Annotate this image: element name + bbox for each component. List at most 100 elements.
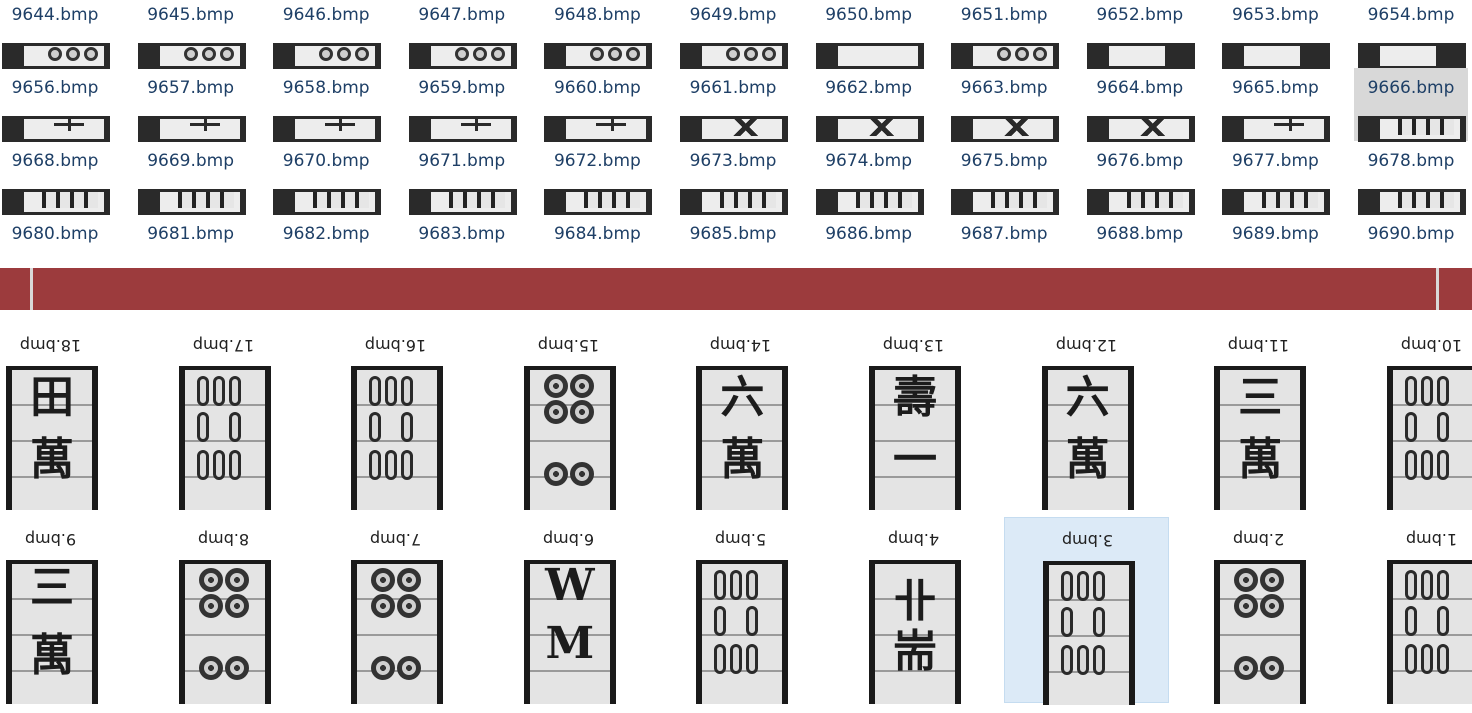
- file-thumbnail[interactable]: 9644.bmp: [0, 0, 112, 69]
- tile-thumbnail[interactable]: 18.bmp 田萬: [0, 310, 133, 510]
- thumbnail-image: [680, 116, 788, 142]
- mahjong-tile-image: [178, 366, 271, 510]
- tile-thumbnail[interactable]: 3.bmp: [1003, 517, 1169, 705]
- file-thumbnail[interactable]: 9675.bmp: [947, 141, 1061, 215]
- file-name-label: 9663.bmp: [960, 78, 1048, 98]
- file-thumbnail[interactable]: 9668.bmp: [0, 141, 112, 215]
- file-thumbnail[interactable]: 9664.bmp: [1083, 68, 1197, 142]
- file-thumbnail[interactable]: 9648.bmp: [540, 0, 654, 69]
- tile-file-name-label: 18.bmp: [19, 336, 82, 355]
- tile-thumbnail[interactable]: 13.bmp 壽一: [831, 310, 996, 510]
- file-name-label: 9676.bmp: [1096, 151, 1184, 171]
- file-thumbnail[interactable]: 9658.bmp: [269, 68, 383, 142]
- file-thumbnail[interactable]: 9678.bmp: [1354, 141, 1468, 215]
- mahjong-tile-image: [351, 366, 444, 510]
- tile-thumbnail[interactable]: 15.bmp: [486, 310, 651, 510]
- horizontal-scrollbar[interactable]: [0, 268, 1472, 310]
- file-thumbnail[interactable]: 9652.bmp: [1083, 0, 1197, 69]
- file-thumbnail[interactable]: 9673.bmp: [676, 141, 790, 215]
- thumbnail-image: [680, 189, 788, 215]
- file-name-label: 9656.bmp: [11, 78, 99, 98]
- file-name-label: 9657.bmp: [147, 78, 234, 98]
- file-name-label: 9684.bmp: [553, 224, 641, 244]
- top-thumbnail-grid: 9644.bmp 9645.bmp 9646.bmp 9647.bmp 9648.bmp…: [0, 0, 1472, 268]
- file-thumbnail[interactable]: 9650.bmp: [812, 0, 926, 69]
- file-name-label: 9686.bmp: [825, 224, 912, 244]
- file-thumbnail[interactable]: 9680.bmp: [0, 214, 112, 268]
- file-thumbnail[interactable]: 9654.bmp: [1354, 0, 1468, 69]
- thumbnail-image: [815, 189, 924, 215]
- file-thumbnail[interactable]: 9671.bmp: [405, 141, 519, 215]
- file-thumbnail[interactable]: 9684.bmp: [540, 214, 654, 268]
- tile-image-grid: 18.bmp 田萬 17.bmp 16.bmp 15.bmp 14.bmp 六萬 13.bmp…: [0, 310, 1472, 713]
- file-thumbnail[interactable]: 9663.bmp: [947, 68, 1061, 142]
- file-thumbnail[interactable]: 9687.bmp: [947, 214, 1061, 268]
- file-thumbnail[interactable]: 9666.bmp: [1354, 68, 1468, 142]
- tile-thumbnail[interactable]: 11.bmp 三萬: [1176, 310, 1341, 510]
- file-thumbnail[interactable]: 9686.bmp: [812, 214, 926, 268]
- thumbnail-image: [137, 189, 246, 215]
- thumbnail-image: [1222, 116, 1331, 142]
- file-thumbnail[interactable]: 9651.bmp: [947, 0, 1061, 69]
- tile-thumbnail[interactable]: 9.bmp 三萬: [0, 504, 133, 704]
- file-thumbnail[interactable]: 9670.bmp: [269, 141, 383, 215]
- tile-thumbnail[interactable]: 10.bmp: [1349, 310, 1472, 510]
- thumbnail-image: [137, 116, 246, 142]
- file-thumbnail[interactable]: 9672.bmp: [540, 141, 654, 215]
- tile-file-name-label: 16.bmp: [365, 336, 427, 355]
- file-thumbnail[interactable]: 9665.bmp: [1218, 68, 1332, 142]
- file-name-label: 9674.bmp: [825, 151, 912, 171]
- thumbnail-image: [1222, 43, 1331, 69]
- file-thumbnail[interactable]: 9685.bmp: [676, 214, 790, 268]
- tile-thumbnail[interactable]: 12.bmp 六萬: [1004, 310, 1169, 510]
- file-thumbnail[interactable]: 9646.bmp: [269, 0, 383, 69]
- file-name-label: 9678.bmp: [1367, 151, 1455, 171]
- thumbnail-image: [273, 43, 382, 69]
- file-name-label: 9651.bmp: [960, 5, 1048, 25]
- file-thumbnail[interactable]: 9669.bmp: [134, 141, 248, 215]
- tile-file-name-label: 12.bmp: [1055, 336, 1117, 355]
- file-thumbnail[interactable]: 9682.bmp: [269, 214, 383, 268]
- tile-thumbnail[interactable]: 1.bmp: [1349, 504, 1472, 704]
- thumbnail-image: [815, 43, 924, 69]
- file-thumbnail[interactable]: 9683.bmp: [405, 214, 519, 268]
- tile-thumbnail[interactable]: 5.bmp: [658, 504, 823, 704]
- tile-file-name-label: 13.bmp: [882, 336, 945, 355]
- file-thumbnail[interactable]: 9653.bmp: [1218, 0, 1332, 69]
- file-name-label: 9669.bmp: [147, 151, 234, 171]
- file-thumbnail[interactable]: 9674.bmp: [812, 141, 926, 215]
- tile-thumbnail[interactable]: 14.bmp 六萬: [658, 310, 823, 510]
- file-thumbnail[interactable]: 9645.bmp: [134, 0, 248, 69]
- mahjong-tile-image: [1214, 560, 1307, 704]
- file-name-label: 9659.bmp: [418, 78, 506, 98]
- scroll-marker-left[interactable]: [30, 268, 33, 310]
- tile-thumbnail[interactable]: 6.bmp W M: [486, 504, 651, 704]
- thumbnail-image: [2, 189, 110, 215]
- tile-thumbnail[interactable]: 7.bmp: [313, 504, 478, 704]
- file-thumbnail[interactable]: 9661.bmp: [676, 68, 790, 142]
- file-thumbnail[interactable]: 9649.bmp: [676, 0, 790, 69]
- file-thumbnail[interactable]: 9660.bmp: [540, 68, 654, 142]
- file-thumbnail[interactable]: 9688.bmp: [1083, 214, 1197, 268]
- tile-thumbnail[interactable]: 17.bmp: [141, 310, 306, 510]
- file-thumbnail[interactable]: 9689.bmp: [1218, 214, 1332, 268]
- tile-thumbnail[interactable]: 2.bmp: [1176, 504, 1341, 704]
- file-thumbnail[interactable]: 9659.bmp: [405, 68, 519, 142]
- tile-thumbnail[interactable]: 16.bmp: [313, 310, 478, 510]
- file-thumbnail[interactable]: 9662.bmp: [812, 68, 926, 142]
- tile-thumbnail[interactable]: 8.bmp: [141, 504, 306, 704]
- thumbnail-image: [1358, 116, 1466, 142]
- mahjong-tile-image: 六萬: [1041, 366, 1134, 510]
- file-thumbnail[interactable]: 9657.bmp: [134, 68, 248, 142]
- file-thumbnail[interactable]: 9676.bmp: [1083, 141, 1197, 215]
- tile-file-name-label: 8.bmp: [197, 530, 249, 549]
- file-thumbnail[interactable]: 9690.bmp: [1354, 214, 1468, 268]
- file-thumbnail[interactable]: 9677.bmp: [1218, 141, 1332, 215]
- tile-thumbnail[interactable]: 4.bmp 卝耑: [831, 504, 996, 704]
- scroll-marker-right[interactable]: [1436, 268, 1439, 310]
- file-name-label: 9664.bmp: [1096, 78, 1184, 98]
- file-thumbnail[interactable]: 9681.bmp: [134, 214, 248, 268]
- file-thumbnail[interactable]: 9647.bmp: [405, 0, 519, 69]
- file-thumbnail[interactable]: 9656.bmp: [0, 68, 112, 142]
- thumbnail-image: [2, 116, 110, 142]
